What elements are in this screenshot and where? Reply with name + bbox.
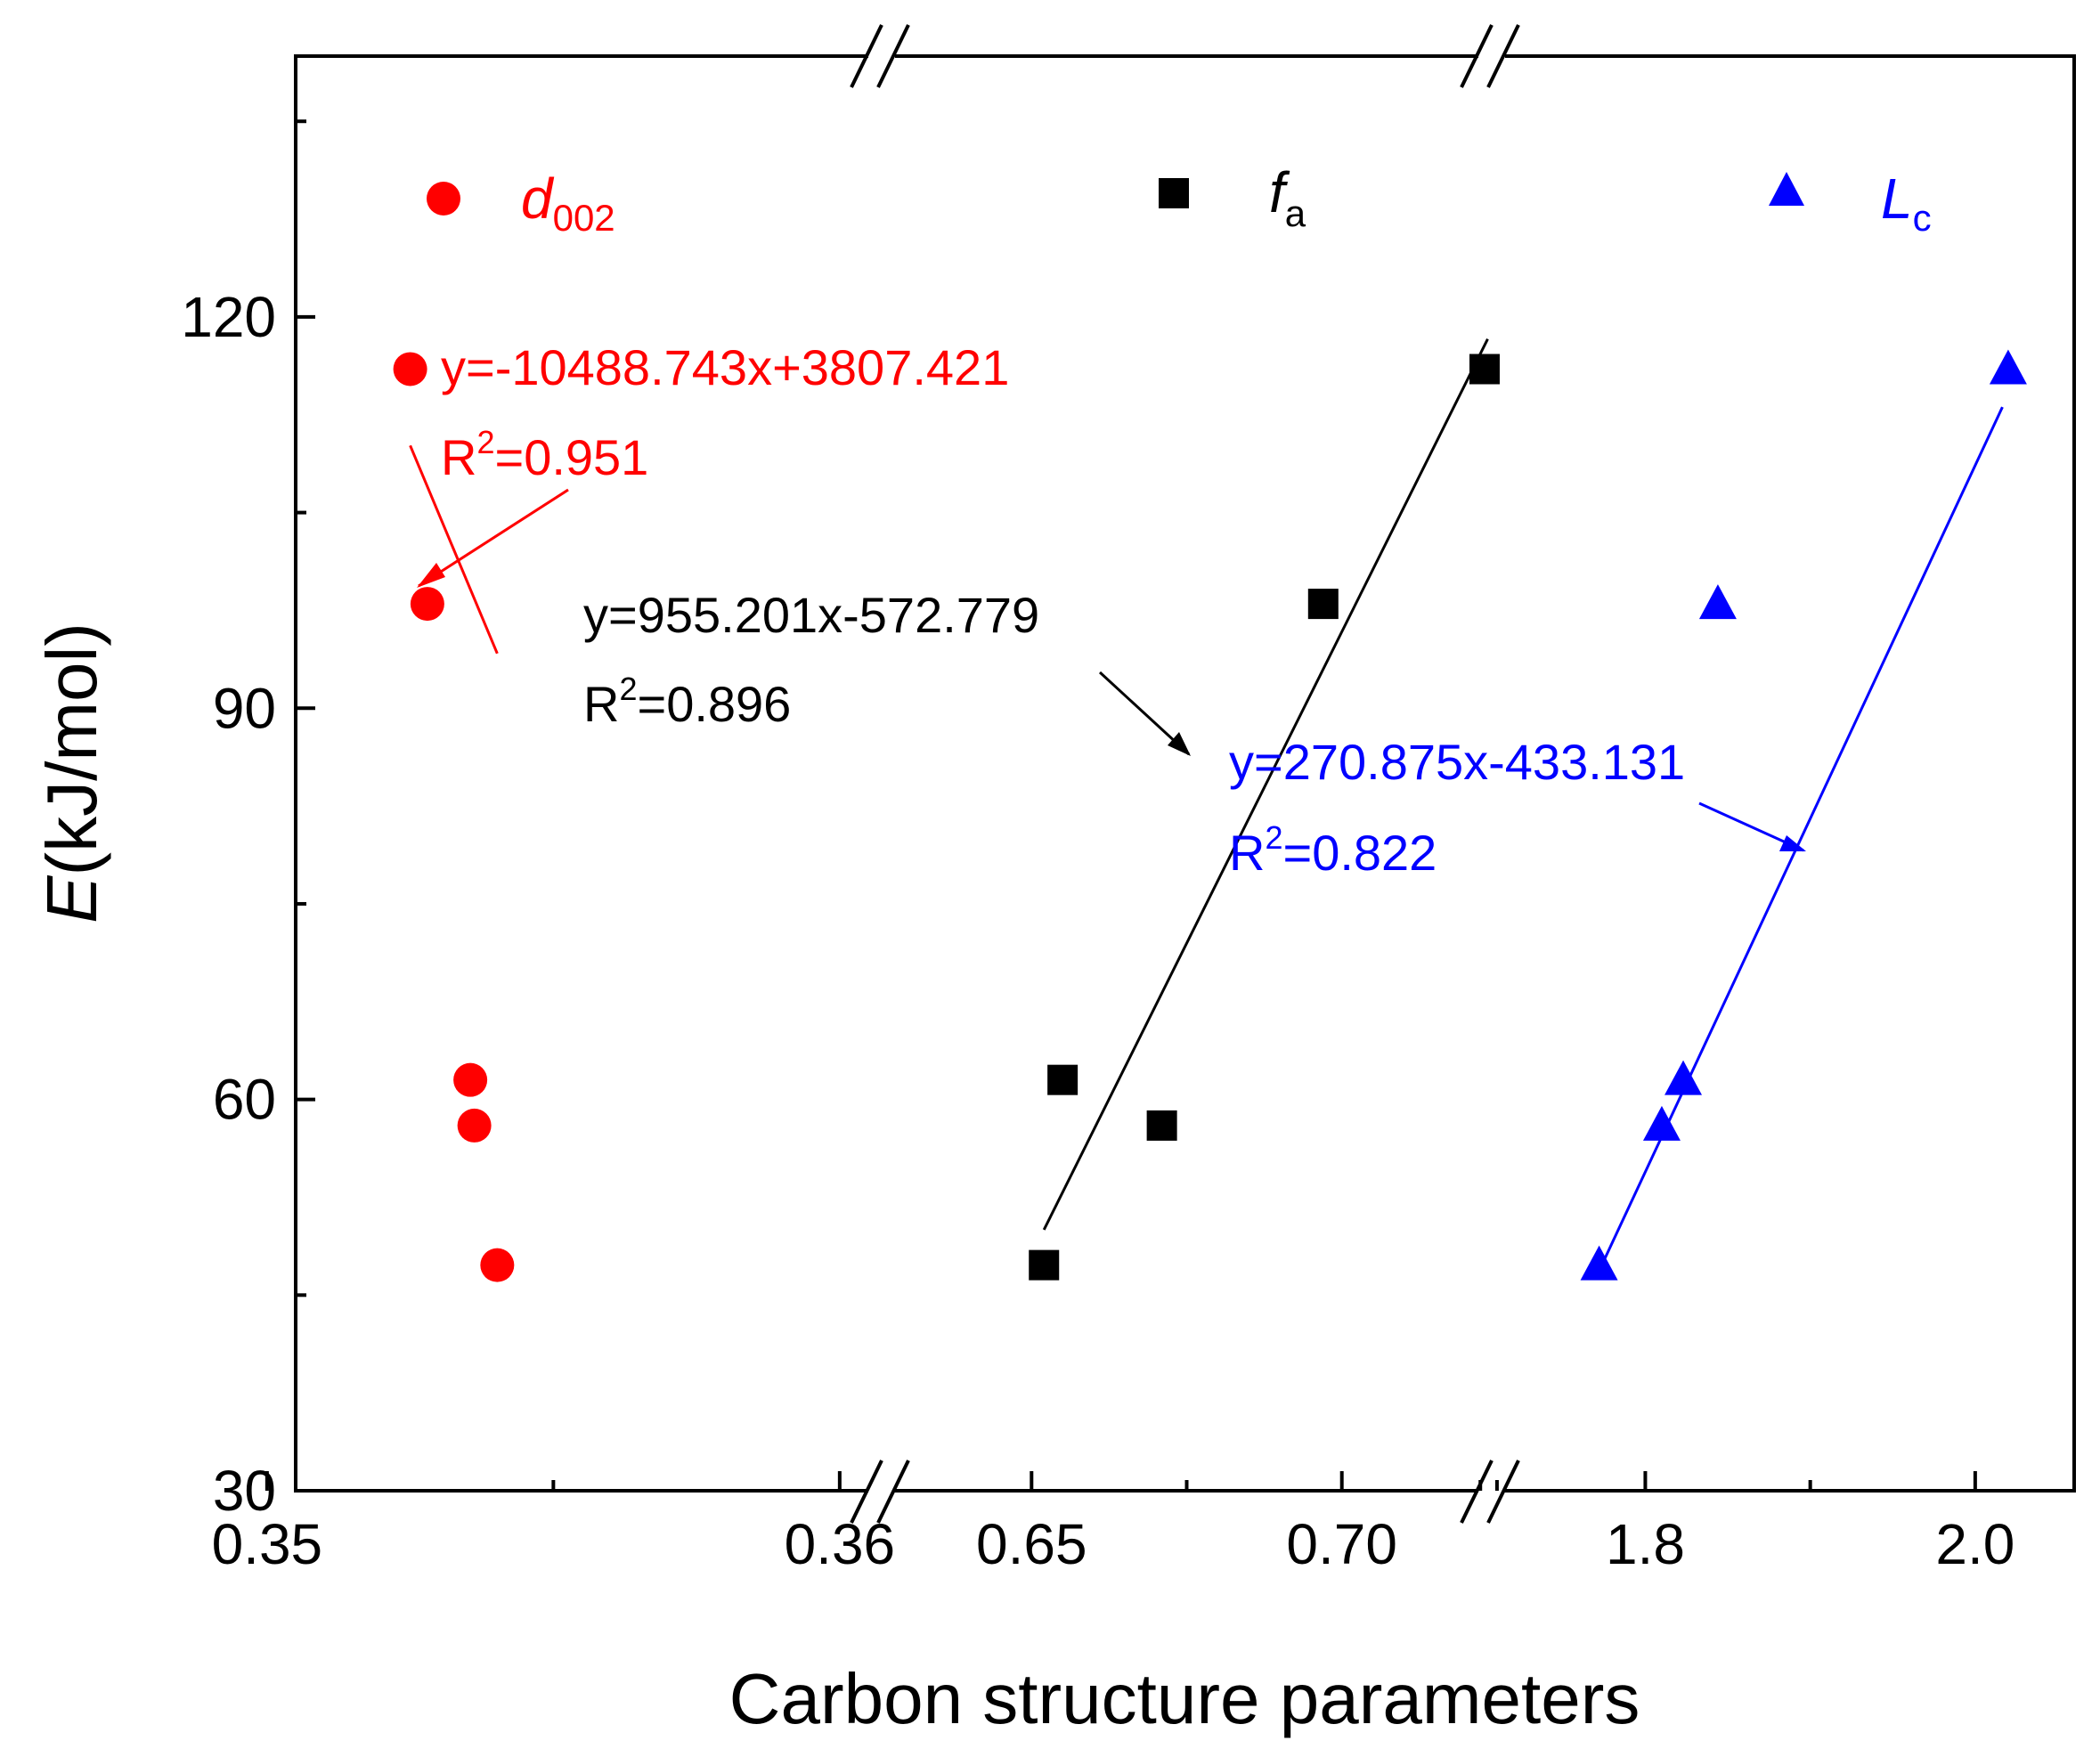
d002-point (457, 1108, 492, 1143)
break-gap-bottom-1 (868, 1482, 895, 1501)
fa-r2-sup: 2 (619, 671, 637, 707)
x-tick-label: 0.65 (976, 1512, 1087, 1576)
fa-fit-line (1042, 338, 1489, 1231)
y-tick-label: 90 (213, 676, 276, 740)
break-mark (1460, 24, 1494, 88)
fa-point (1029, 1249, 1060, 1281)
legend-marker-fa (1159, 178, 1189, 208)
Lc-point (1665, 1060, 1703, 1095)
legend-d002-main: d (521, 167, 555, 231)
break-mark (1486, 24, 1520, 88)
fa-point (1469, 354, 1500, 385)
fa-point (1146, 1110, 1177, 1141)
legend-d002-sub: 002 (553, 197, 615, 239)
legend-marker-d002 (427, 182, 460, 216)
fa-point (1307, 589, 1339, 620)
d002-equation: y=-10488.743x+3807.421 (441, 339, 1009, 395)
break-mark (876, 1460, 910, 1524)
legend-fa-sub: a (1285, 192, 1306, 234)
d002-arrow-head (417, 563, 445, 588)
legend-marker-lc (1769, 172, 1804, 206)
x-tick-label: 0.35 (212, 1512, 323, 1576)
fit-lines (409, 338, 2004, 1272)
d002-point (480, 1248, 515, 1282)
d002-r2: R2=0.951 (441, 424, 648, 485)
d002-r2-sup: 2 (476, 424, 494, 460)
Lc-point (1698, 584, 1737, 620)
x-tick-label: 2.0 (1935, 1512, 2015, 1576)
break-mark (1486, 1460, 1520, 1524)
d002-point (453, 1062, 488, 1097)
fa-equation: y=955.201x-572.779 (583, 587, 1039, 643)
break-mark (850, 1460, 883, 1524)
lc-r2-sup: 2 (1265, 819, 1282, 856)
lc-r2-value: =0.822 (1282, 825, 1437, 881)
d002-r2-prefix: R (441, 429, 476, 485)
fa-r2: R2=0.896 (583, 671, 791, 732)
break-gap-top-1 (868, 46, 895, 66)
Lc-point (1580, 1245, 1618, 1281)
legend-lc-sub: c (1913, 197, 1932, 239)
plot-frame (294, 54, 2076, 1493)
y-axis-title: E(kJ/mol) (32, 622, 111, 923)
Lc-point (1989, 349, 2027, 385)
fa-arrow-head (1168, 732, 1191, 756)
y-axis-symbol: E (32, 874, 111, 923)
fa-point (1047, 1064, 1078, 1095)
lc-arrow-head (1779, 835, 1806, 851)
legend-label-fa: fa (1269, 160, 1306, 234)
legend-label-lc: Lc (1881, 167, 1932, 239)
lc-r2-prefix: R (1229, 825, 1265, 881)
Lc-point (1642, 1105, 1681, 1141)
d002-fit-line (409, 444, 499, 655)
lc-equation: y=270.875x-433.131 (1229, 734, 1685, 790)
legend: d002 fa Lc (427, 160, 1932, 239)
annotation-arrows (417, 488, 1806, 852)
x-tick-label: 0.70 (1286, 1512, 1397, 1576)
fa-r2-prefix: R (583, 676, 619, 732)
x-axis: 0.35 0.36 0.65 0.70 1.8 2.0 (212, 1471, 2015, 1576)
lc-r2: R2=0.822 (1229, 819, 1437, 881)
x-tick-label: 1.8 (1606, 1512, 1685, 1576)
break-mark (850, 24, 883, 88)
break-gap-top-2 (1478, 46, 1505, 66)
axis-breaks (850, 24, 1520, 1524)
fit-equations: y=-10488.743x+3807.421 R2=0.951 y=955.20… (441, 339, 1685, 881)
legend-lc-main: L (1881, 167, 1913, 231)
break-mark (1460, 1460, 1494, 1524)
break-mark (876, 24, 910, 88)
d002-r2-value: =0.951 (494, 429, 648, 485)
Lc-fit-line (1598, 406, 2004, 1272)
d002-point (410, 587, 444, 622)
fa-r2-value: =0.896 (637, 676, 791, 732)
d002-arrow (418, 488, 569, 588)
y-axis-unit: (kJ/mol) (32, 622, 111, 875)
x-axis-title: Carbon structure parameters (729, 1659, 1640, 1738)
y-tick-label: 120 (181, 285, 276, 349)
data-points (393, 349, 2027, 1282)
legend-label-d002: d002 (521, 167, 615, 239)
x-tick-label: 0.36 (785, 1512, 896, 1576)
d002-point (393, 352, 427, 386)
y-tick-label: 60 (213, 1068, 276, 1132)
